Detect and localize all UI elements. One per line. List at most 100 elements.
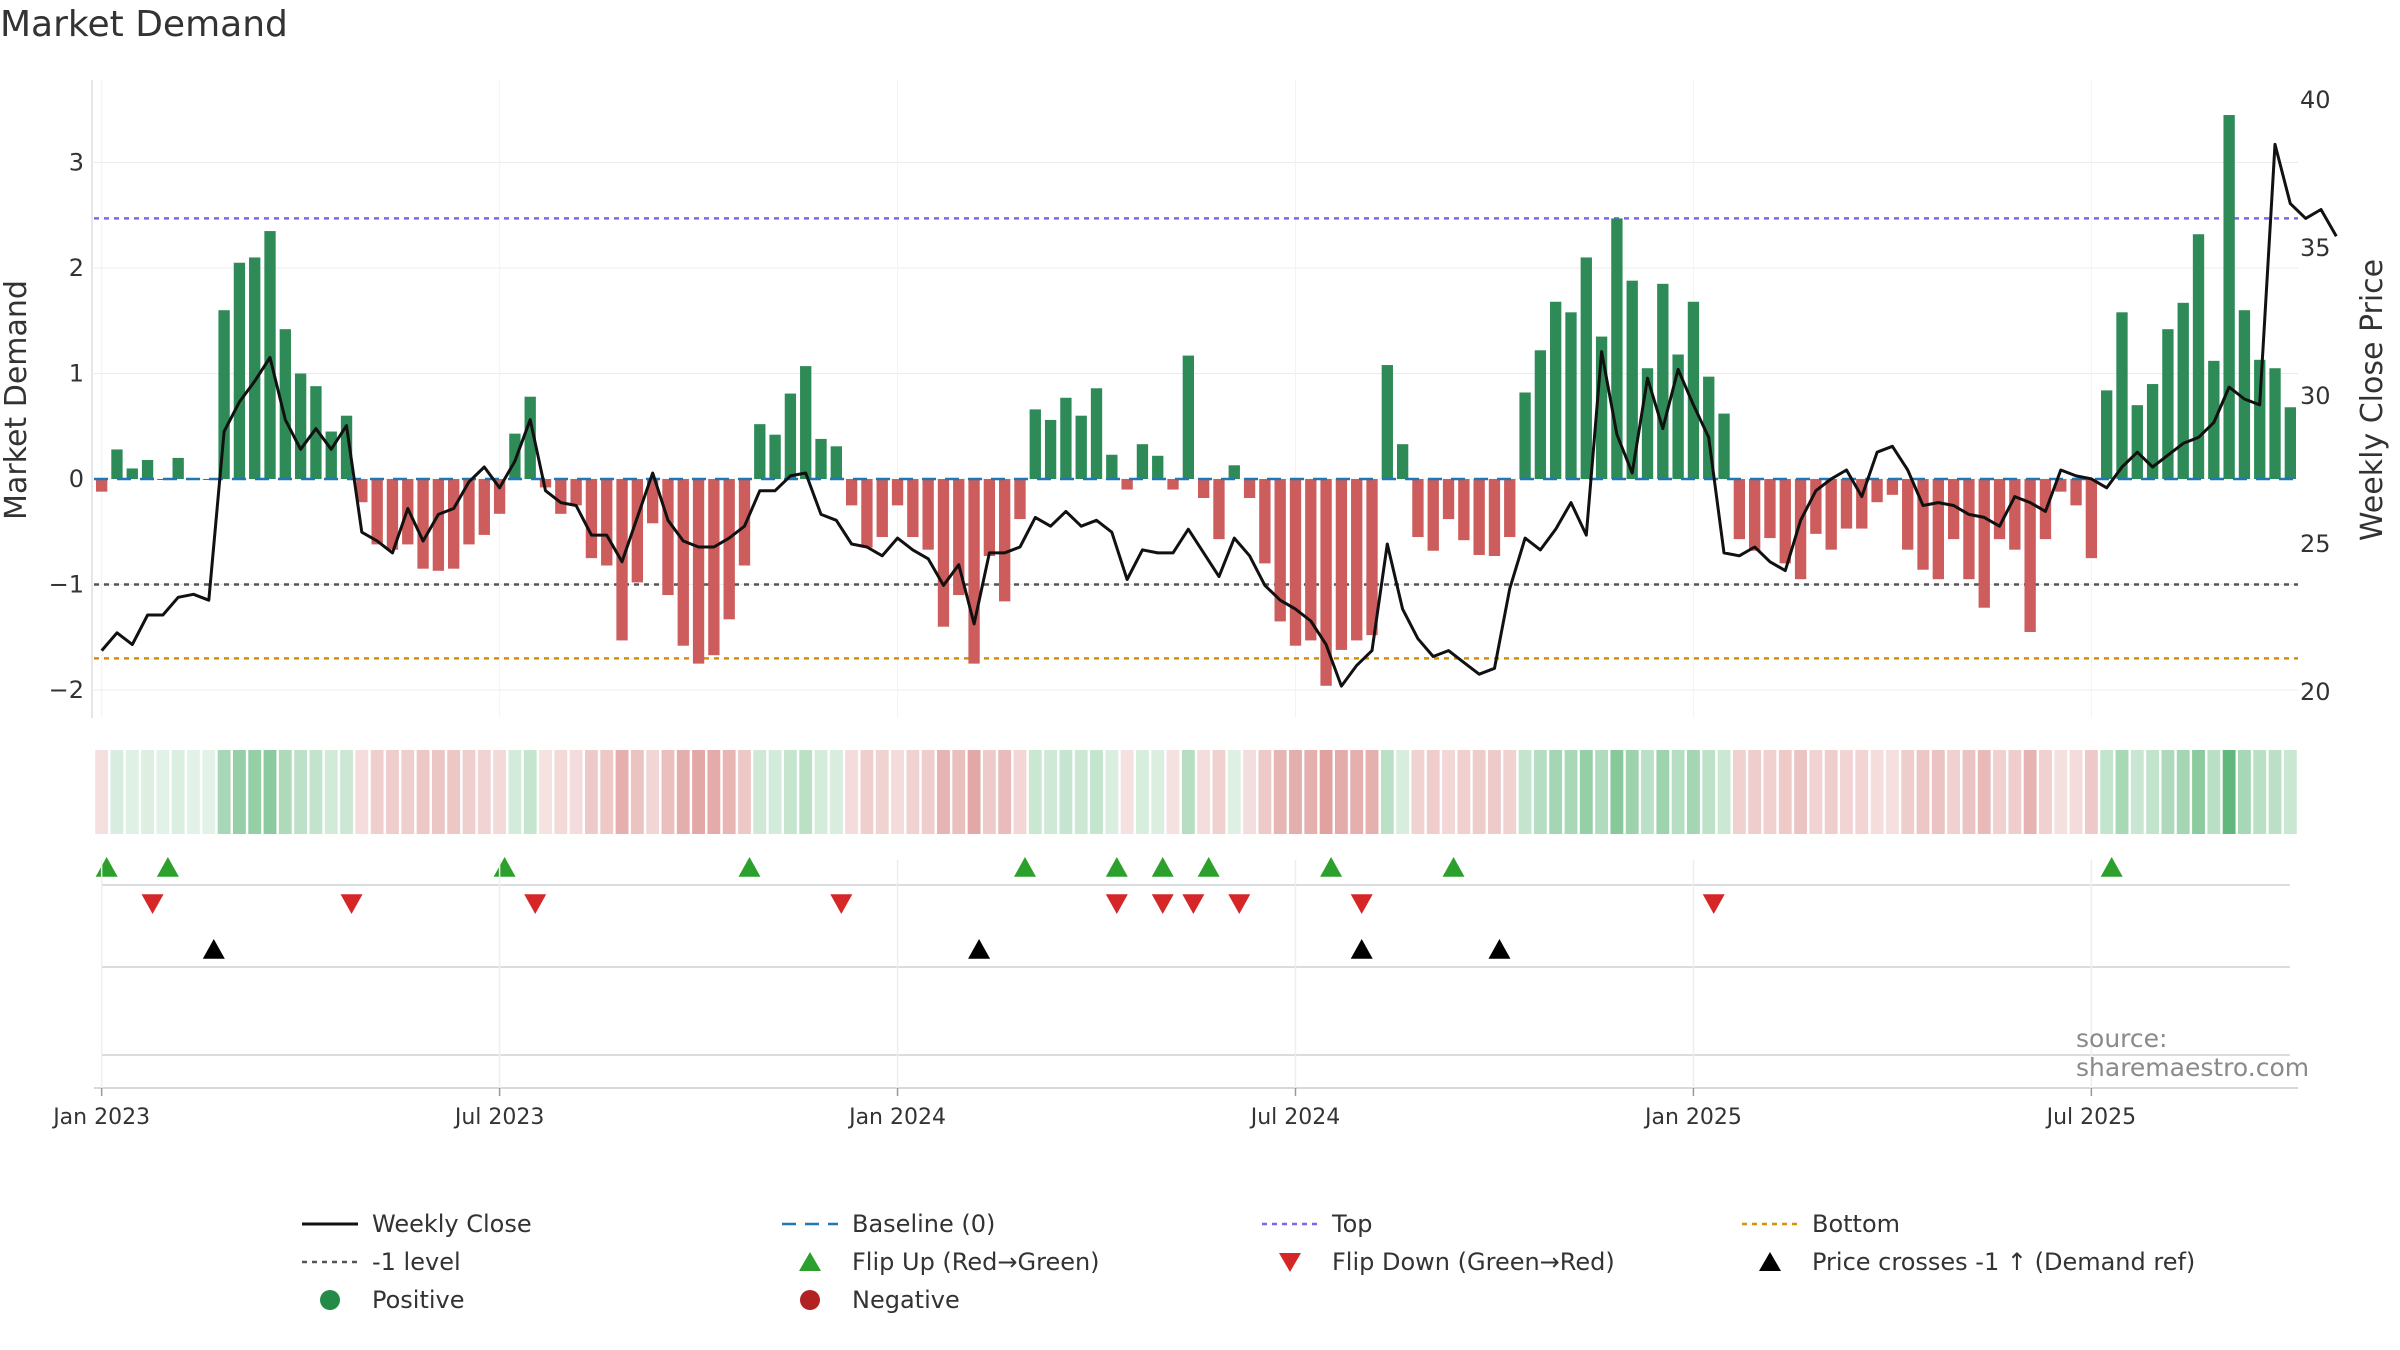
x-tick-label: Jan 2023 (51, 1105, 150, 1130)
strip-cell (278, 750, 292, 834)
demand-bar (1902, 479, 1914, 550)
strip-cell (1105, 750, 1119, 834)
strip-cell (1503, 750, 1517, 834)
strip-cell (1717, 750, 1731, 834)
legend-symbol-icon (1740, 1250, 1800, 1274)
strip-cell (707, 750, 721, 834)
strip-cell (1855, 750, 1869, 834)
demand-bar (2009, 479, 2021, 550)
demand-bar (203, 479, 215, 480)
demand-bar (2269, 368, 2281, 479)
legend-item: Flip Up (Red→Green) (780, 1248, 1100, 1276)
demand-bar (738, 479, 751, 566)
strip-cell (2207, 750, 2221, 834)
demand-bar (1228, 465, 1240, 479)
demand-bar (1519, 392, 1531, 479)
demand-bar (631, 479, 644, 583)
y-left-tick-label: 3 (69, 149, 84, 177)
demand-bar (1152, 455, 1164, 479)
strip-cell (1564, 750, 1578, 834)
strip-cell (1457, 750, 1471, 834)
strip-cell (2008, 750, 2022, 834)
demand-bar (1978, 479, 1990, 608)
strip-cell (309, 750, 323, 834)
weekly-close-line (100, 142, 2338, 688)
flip-down-marker (830, 894, 853, 914)
demand-bar (1351, 479, 1363, 641)
strip-cell (676, 750, 690, 834)
demand-bar (1580, 257, 1592, 479)
flip-down-marker (1151, 894, 1174, 914)
strip-cell (1977, 750, 1991, 834)
demand-bar (1289, 479, 1302, 646)
legend-item: Bottom (1740, 1210, 1900, 1238)
demand-bar (2131, 405, 2143, 479)
strip-cell (753, 750, 767, 834)
legend-label: Bottom (1812, 1210, 1901, 1238)
strip-cell (783, 750, 797, 834)
x-tick-label: Jul 2023 (453, 1105, 545, 1130)
strip-cell (2222, 750, 2236, 834)
demand-heat-strip (95, 750, 2297, 834)
y-right-tick-label: 25 (2300, 530, 2331, 558)
strip-cell (1365, 750, 1379, 834)
demand-bar (968, 479, 980, 664)
weekly-close-series (100, 142, 2338, 688)
axes: 3 2 1 0 −1 −2 40 35 30 25 20 Market Demand Weekly Cl… (0, 80, 2390, 718)
strip-cell (875, 750, 889, 834)
x-tick-label: Jan 2025 (1643, 1105, 1742, 1130)
strip-cell (1197, 750, 1211, 834)
demand-bar (2085, 479, 2098, 559)
strip-cell (2268, 750, 2282, 834)
demand-bar (1243, 479, 1256, 498)
demand-bar (1381, 365, 1393, 479)
legend-label: Flip Up (Red→Green) (852, 1248, 1100, 1276)
demand-bar (1993, 479, 2006, 540)
strip-cell (1380, 750, 1394, 834)
demand-bar (1779, 479, 1791, 564)
strip-cell (508, 750, 522, 834)
strip-cell (1518, 750, 1532, 834)
strip-cell (1595, 750, 1609, 834)
reference-lines (94, 217, 2298, 660)
y-right-tick-label: 20 (2300, 678, 2331, 706)
strip-cell (1687, 750, 1700, 834)
strip-cell (1533, 750, 1547, 834)
demand-bar (2223, 115, 2235, 480)
strip-cell (1181, 750, 1195, 834)
strip-cell (722, 750, 736, 834)
demand-bar (1259, 479, 1271, 564)
strip-cell (187, 750, 200, 834)
demand-bar (1963, 479, 1975, 580)
strip-cell (1258, 750, 1272, 834)
demand-bars (95, 115, 2297, 686)
legend-symbol-icon (1740, 1212, 1800, 1236)
demand-bar (1458, 479, 1470, 541)
page-title: Market Demand (0, 4, 288, 45)
demand-bar (310, 386, 322, 479)
demand-bar (1060, 397, 1072, 479)
strip-cell (324, 750, 338, 834)
flip-down-marker (1105, 894, 1128, 914)
strip-cell (1227, 750, 1241, 834)
strip-cell (263, 750, 277, 834)
demand-bar (371, 479, 383, 545)
strip-cell (814, 750, 828, 834)
strip-cell (937, 750, 950, 834)
demand-bar (417, 479, 429, 569)
demand-bar (157, 479, 169, 480)
x-tick-label: Jul 2024 (1249, 1105, 1341, 1130)
demand-bar (1534, 350, 1547, 479)
strip-cell (1044, 750, 1058, 834)
demand-bar (1886, 479, 1899, 495)
strip-cell (1824, 750, 1838, 834)
strip-cell (1289, 750, 1302, 834)
strip-cell (1993, 750, 2006, 834)
demand-bar (1825, 479, 1837, 550)
demand-bar (1626, 280, 1638, 479)
demand-bar (509, 433, 521, 479)
strip-cell (1074, 750, 1088, 834)
strip-cell (1304, 750, 1318, 834)
strip-cell (2176, 750, 2190, 834)
strip-cell (2146, 750, 2160, 834)
